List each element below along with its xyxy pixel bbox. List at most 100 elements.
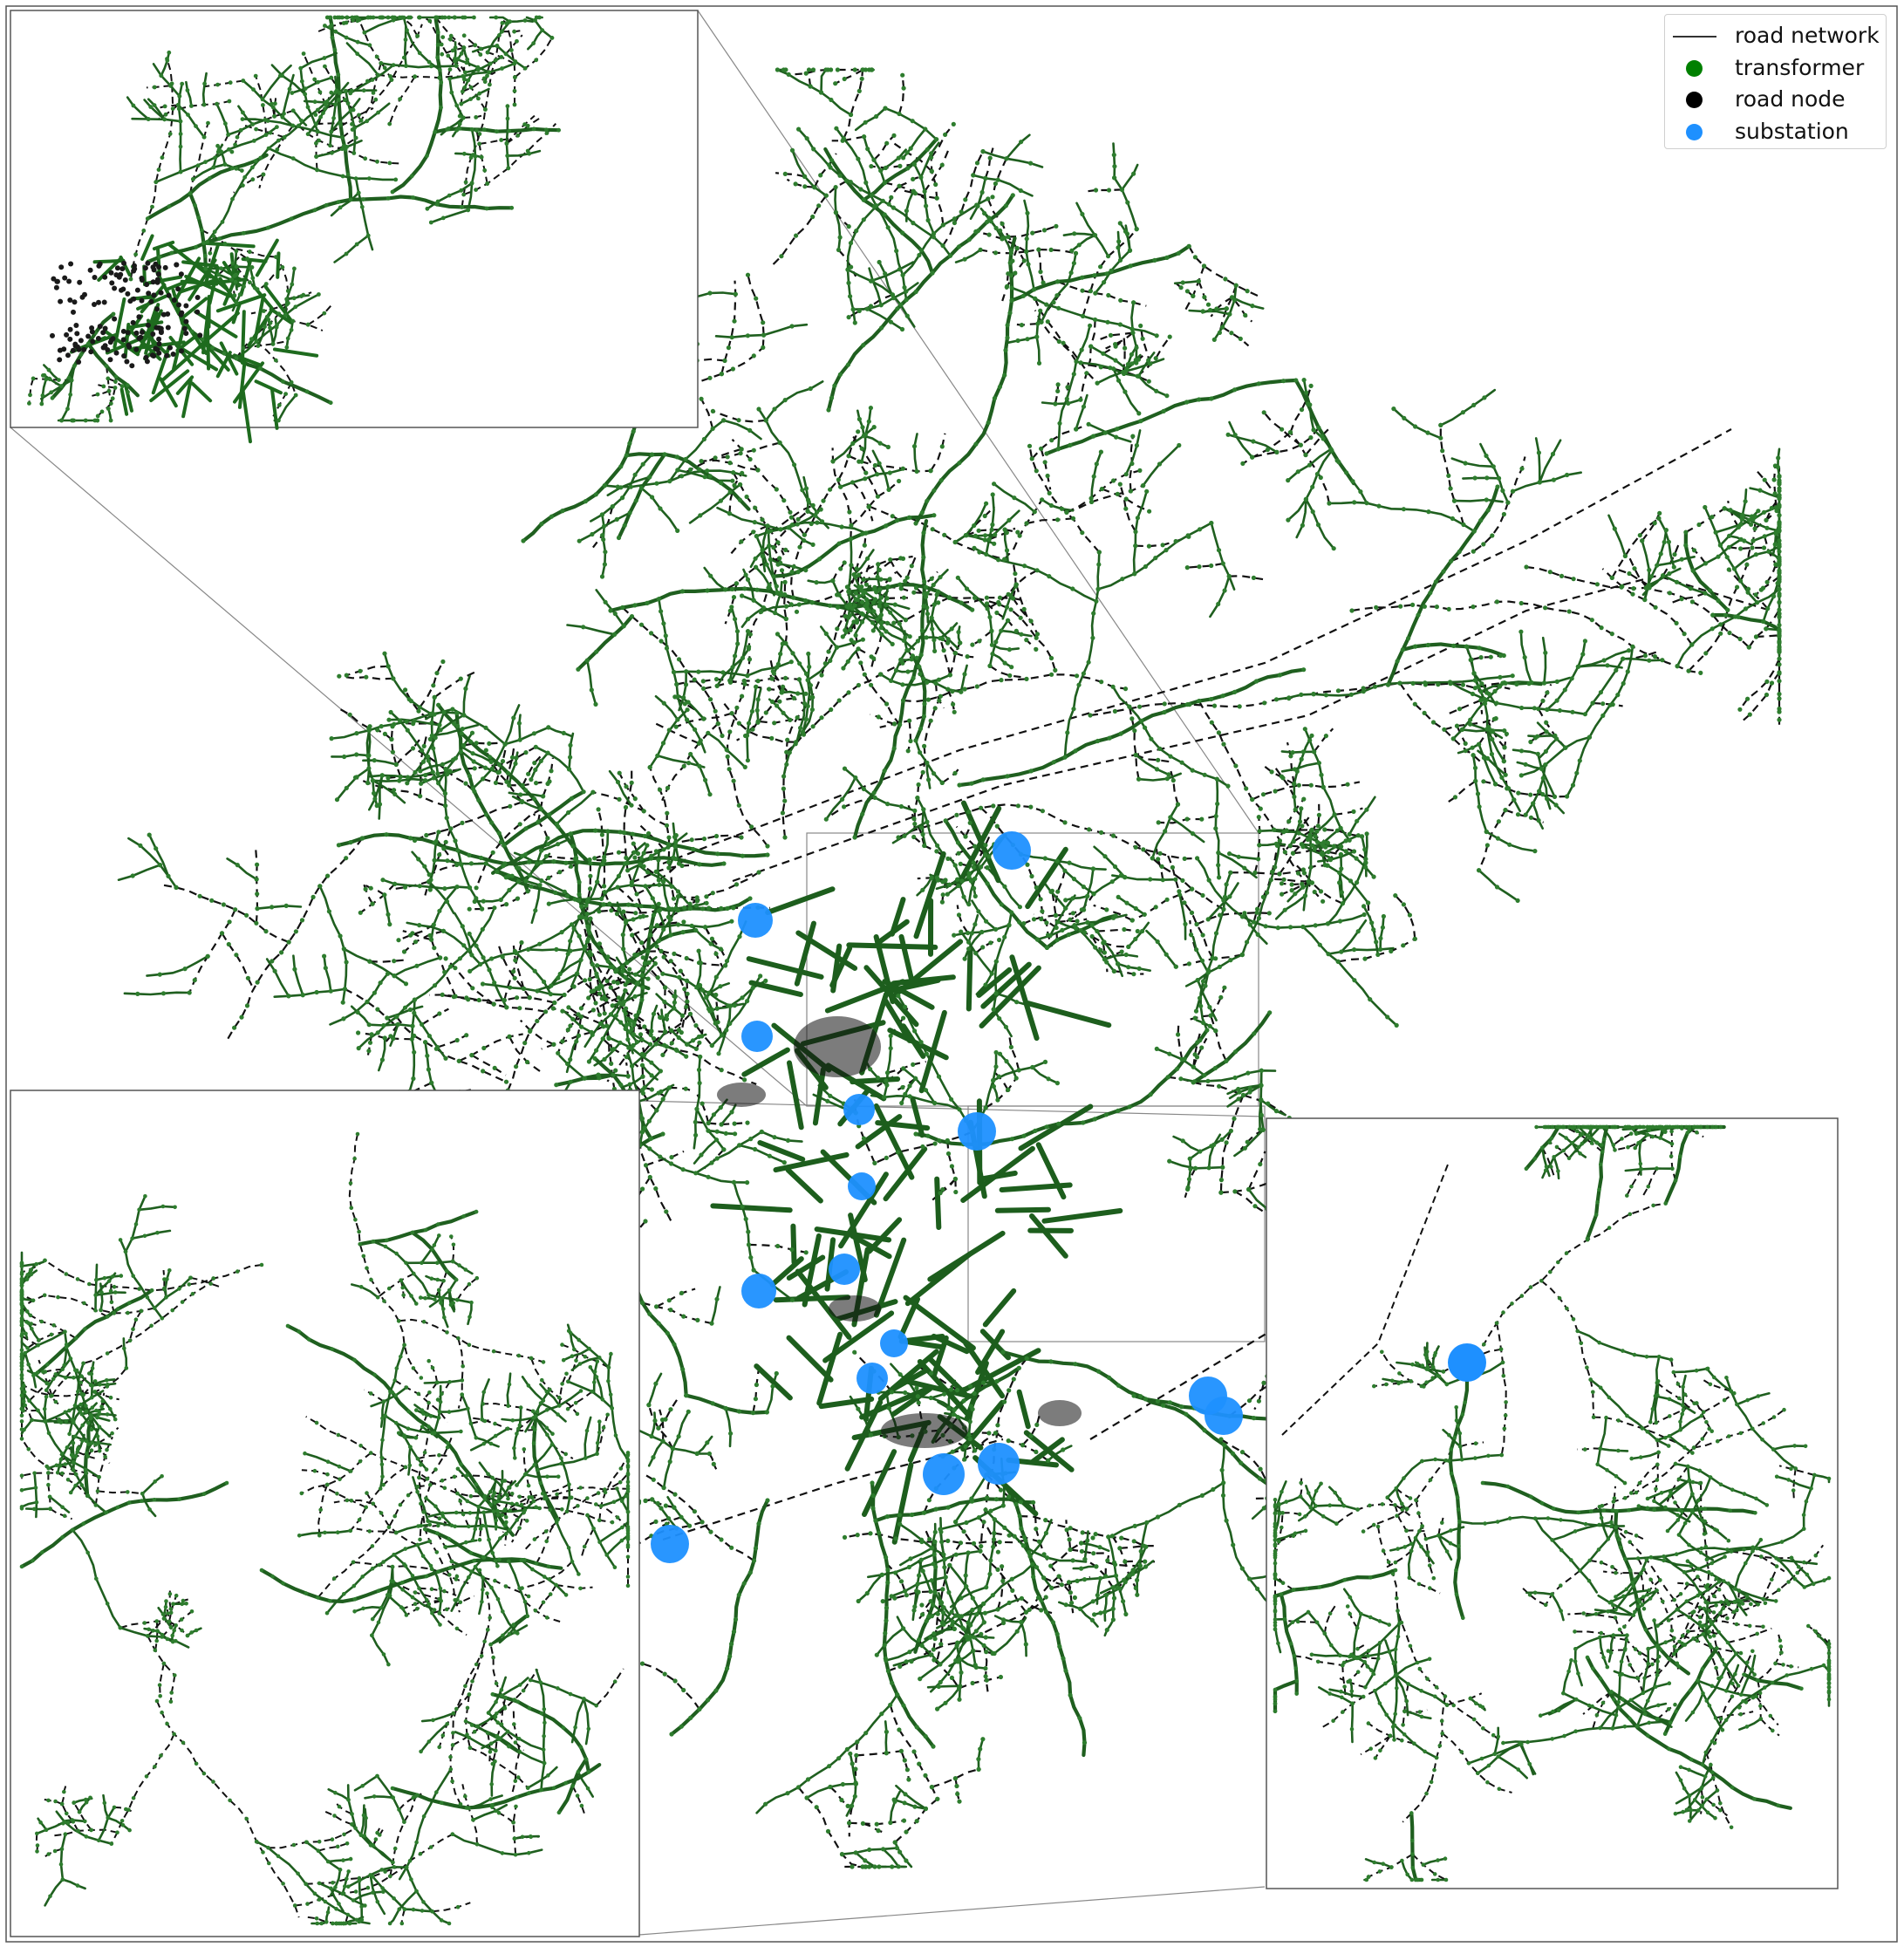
transformer-point <box>1074 427 1079 432</box>
road-segment <box>714 333 765 339</box>
transformer-point <box>1777 557 1782 562</box>
transformer-point <box>648 1042 653 1047</box>
transformer-point <box>805 703 810 709</box>
transformer-point <box>1319 851 1324 857</box>
transformer-point <box>860 599 865 605</box>
transformer-point <box>375 1007 380 1012</box>
transformer-point <box>974 684 979 689</box>
feeder-segment <box>1286 741 1295 784</box>
road-segment <box>1070 234 1096 252</box>
urban-street <box>883 1146 928 1202</box>
transformer-point <box>492 1065 497 1070</box>
transformer-point <box>658 1069 664 1074</box>
transformer-point <box>1067 860 1072 865</box>
transformer-point <box>1394 1022 1399 1028</box>
transformer-point <box>1491 464 1496 469</box>
road-segment <box>764 380 824 422</box>
transformer-point <box>577 898 582 903</box>
road-segment <box>1058 1601 1082 1610</box>
feeder-segment <box>831 562 846 582</box>
transformer-point <box>1667 571 1672 577</box>
transformer-point <box>517 737 522 742</box>
transformer-point <box>907 1083 912 1089</box>
road-segment <box>883 1035 892 1099</box>
transformer-point <box>1123 687 1129 692</box>
transformer-point <box>1156 757 1161 762</box>
transformer-point <box>703 925 708 930</box>
feeder-segment <box>1685 507 1725 534</box>
transformer-point <box>496 762 502 768</box>
urban-street <box>903 1295 976 1351</box>
road-segment <box>1075 393 1088 431</box>
transformer-point <box>138 843 143 849</box>
feeder-segment <box>1065 1520 1072 1550</box>
transformer-point <box>939 780 945 786</box>
feeder-segment <box>917 1600 932 1622</box>
transformer-point <box>585 897 591 902</box>
transformer-point <box>1391 406 1396 412</box>
transformer-point <box>1747 517 1752 523</box>
transformer-point <box>620 1001 626 1008</box>
transformer-point <box>1554 698 1559 703</box>
transformer-point <box>984 919 989 924</box>
transformer-point <box>1197 527 1203 532</box>
transformer-point <box>1126 965 1131 970</box>
road-segment <box>672 989 677 1010</box>
transformer-point <box>1123 1559 1128 1564</box>
transformer-point <box>729 711 734 716</box>
road-segment <box>273 987 346 998</box>
feeder-segment <box>1007 225 1057 238</box>
transformer-point <box>337 673 342 679</box>
road-segment <box>895 1784 927 1810</box>
transformer-point <box>971 864 976 870</box>
road-segment <box>1207 1133 1222 1170</box>
transformer-point <box>952 1407 957 1412</box>
transformer-point <box>1257 829 1262 834</box>
transformer-point <box>847 612 853 618</box>
feeder-segment <box>879 715 925 728</box>
feeder-segment <box>1456 725 1470 754</box>
transformer-point <box>1777 513 1782 518</box>
transformer-point <box>1747 712 1752 717</box>
transformer-point <box>649 1087 655 1092</box>
transformer-point <box>1372 684 1378 689</box>
feeder-segment <box>221 933 256 991</box>
transformer-point <box>1033 1128 1038 1133</box>
urban-street <box>787 1060 804 1131</box>
road-segment <box>1041 498 1075 512</box>
road-segment <box>427 880 455 915</box>
transformer-point <box>1247 1085 1252 1091</box>
transformer-point <box>1663 528 1669 533</box>
transformer-point <box>520 853 525 858</box>
urban-street <box>844 1399 884 1472</box>
transformer-point <box>1270 869 1275 875</box>
feeder-segment <box>863 1822 887 1834</box>
transformer-point <box>423 773 428 778</box>
feeder-segment <box>556 871 760 1054</box>
transformer-point <box>1351 849 1357 854</box>
transformer-point <box>584 912 590 917</box>
transformer-point <box>498 897 503 903</box>
transformer-point <box>1068 917 1073 922</box>
transformer-point <box>875 574 880 580</box>
transformer-point <box>682 987 687 992</box>
transformer-point <box>1672 552 1677 557</box>
transformer-point <box>1740 512 1745 517</box>
transformer-point <box>1667 591 1672 596</box>
road-segment <box>123 991 191 996</box>
road-segment <box>851 282 919 311</box>
transformer-point <box>593 1001 598 1006</box>
transformer-point <box>1216 548 1222 553</box>
transformer-point <box>903 1004 908 1009</box>
transformer-point <box>1260 1127 1266 1132</box>
transformer-point <box>1009 1137 1014 1142</box>
transformer-point <box>255 906 260 912</box>
feeder-segment <box>403 930 444 953</box>
transformer-point <box>1519 705 1525 711</box>
road-segment <box>902 1067 936 1104</box>
transformer-point <box>1625 669 1630 674</box>
transformer-point <box>1189 932 1194 938</box>
transformer-point <box>907 718 912 723</box>
transformer-point <box>1147 509 1152 514</box>
transformer-point <box>1034 568 1040 573</box>
